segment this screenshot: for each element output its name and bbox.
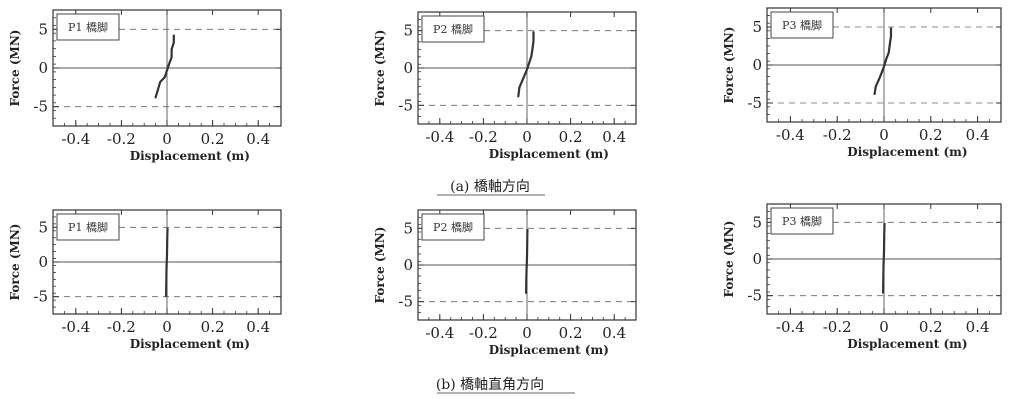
x-tick-label: 0 — [162, 318, 172, 336]
x-tick-label: 0 — [522, 324, 532, 342]
y-tick-label: -5 — [398, 293, 413, 311]
subplot-6: -0.4 -0.2 0 0.2 0.4 5 0 -5 Displacement (m) Force… — [722, 203, 1002, 351]
x-axis-label: Displacement (m) — [489, 343, 609, 357]
pier-label: P1 橋脚 — [68, 220, 108, 234]
y-axis-label: Force (MN) — [722, 221, 736, 298]
y-tick-label: 0 — [38, 253, 48, 271]
y-tick-label: -5 — [747, 94, 762, 112]
x-tick-label: -0.4 — [61, 318, 90, 336]
y-tick-label: -5 — [33, 98, 48, 116]
y-tick-label: 5 — [752, 18, 762, 36]
pier-label: P3 橋脚 — [782, 214, 822, 228]
hysteresis-curve-1 — [873, 27, 893, 96]
hysteresis-curve-1 — [524, 228, 529, 294]
x-tick-label: 0.2 — [201, 318, 225, 336]
y-tick-label: 5 — [752, 213, 762, 231]
subplot-4: -0.4 -0.2 0 0.2 0.4 5 0 -5 Displacement (m) Force… — [8, 209, 282, 351]
x-tick-label: 0.4 — [246, 318, 270, 336]
y-tick-label: 0 — [38, 59, 48, 77]
x-tick-label: -0.4 — [61, 130, 90, 148]
x-tick-label: 0.2 — [559, 128, 583, 146]
y-tick-label: -5 — [33, 288, 48, 306]
x-axis-label: Displacement (m) — [847, 337, 967, 351]
x-tick-label: -0.2 — [107, 318, 136, 336]
x-tick-label: -0.2 — [469, 324, 498, 342]
hysteresis-curve-1 — [881, 222, 886, 294]
pier-label-box — [421, 213, 485, 241]
pier-label: P2 橋脚 — [433, 220, 473, 234]
y-tick-label: 0 — [403, 256, 413, 274]
y-tick-label: 5 — [403, 219, 413, 237]
pier-label-box — [56, 13, 120, 41]
y-tick-label: 0 — [752, 56, 762, 74]
y-axis-label: Force (MN) — [722, 27, 736, 104]
x-tick-label: -0.2 — [823, 318, 852, 336]
x-tick-label: 0 — [879, 126, 889, 144]
x-tick-label: 0.2 — [919, 126, 943, 144]
x-tick-label: 0.4 — [966, 126, 990, 144]
subplot-2: -0.4 -0.2 0 0.2 0.4 5 0 -5 Displacement (m) Force… — [373, 11, 637, 161]
hysteresis-curve-1 — [154, 34, 175, 99]
y-tick-label: 5 — [403, 22, 413, 40]
y-axis-label: Force (MN) — [373, 227, 387, 304]
x-tick-label: -0.2 — [469, 128, 498, 146]
x-tick-label: -0.4 — [776, 318, 805, 336]
x-tick-label: 0 — [522, 128, 532, 146]
y-tick-label: 5 — [38, 20, 48, 38]
pier-label: P2 橋脚 — [433, 22, 473, 36]
x-tick-label: -0.2 — [107, 130, 136, 148]
pier-label-box — [421, 15, 485, 43]
x-tick-label: -0.4 — [425, 128, 454, 146]
x-tick-label: 0.2 — [559, 324, 583, 342]
y-tick-label: -5 — [747, 287, 762, 305]
x-tick-label: -0.4 — [425, 324, 454, 342]
caption-a: (a) 橋軸方向 — [450, 179, 530, 195]
x-tick-label: 0 — [879, 318, 889, 336]
x-tick-label: 0.4 — [246, 130, 270, 148]
x-tick-label: 0.4 — [602, 324, 626, 342]
hysteresis-curve-1 — [165, 227, 169, 298]
x-axis-label: Displacement (m) — [847, 145, 967, 159]
y-axis-label: Force (MN) — [8, 224, 22, 301]
subplot-1: -0.4 -0.2 0 0.2 0.4 5 0 -5 Displacement (m) Force… — [8, 9, 282, 163]
pier-label-box — [56, 213, 120, 241]
pier-label: P3 橋脚 — [782, 18, 822, 32]
x-axis-label: Displacement (m) — [130, 149, 250, 163]
subplot-3: -0.4 -0.2 0 0.2 0.4 5 0 -5 Displacement (m) Force… — [722, 7, 1002, 159]
subplot-5: -0.4 -0.2 0 0.2 0.4 5 0 -5 Displacement (m) Force… — [373, 209, 637, 357]
pier-label-box — [770, 11, 834, 39]
x-tick-label: -0.2 — [823, 126, 852, 144]
x-tick-label: 0.4 — [602, 128, 626, 146]
x-tick-label: 0.2 — [919, 318, 943, 336]
y-tick-label: 0 — [752, 250, 762, 268]
x-tick-label: 0.4 — [966, 318, 990, 336]
x-axis-label: Displacement (m) — [489, 147, 609, 161]
y-axis-label: Force (MN) — [373, 30, 387, 107]
hysteresis-curve-1 — [517, 31, 535, 98]
y-tick-label: 0 — [403, 59, 413, 77]
x-axis-label: Displacement (m) — [130, 337, 250, 351]
x-tick-label: -0.4 — [776, 126, 805, 144]
y-tick-label: -5 — [398, 96, 413, 114]
caption-b: (b) 橋軸直角方向 — [436, 376, 544, 393]
y-tick-label: 5 — [38, 218, 48, 236]
pier-label-box — [770, 207, 834, 235]
y-axis-label: Force (MN) — [8, 30, 22, 107]
x-tick-label: 0 — [162, 130, 172, 148]
x-tick-label: 0.2 — [201, 130, 225, 148]
pier-label: P1 橋脚 — [68, 20, 108, 34]
